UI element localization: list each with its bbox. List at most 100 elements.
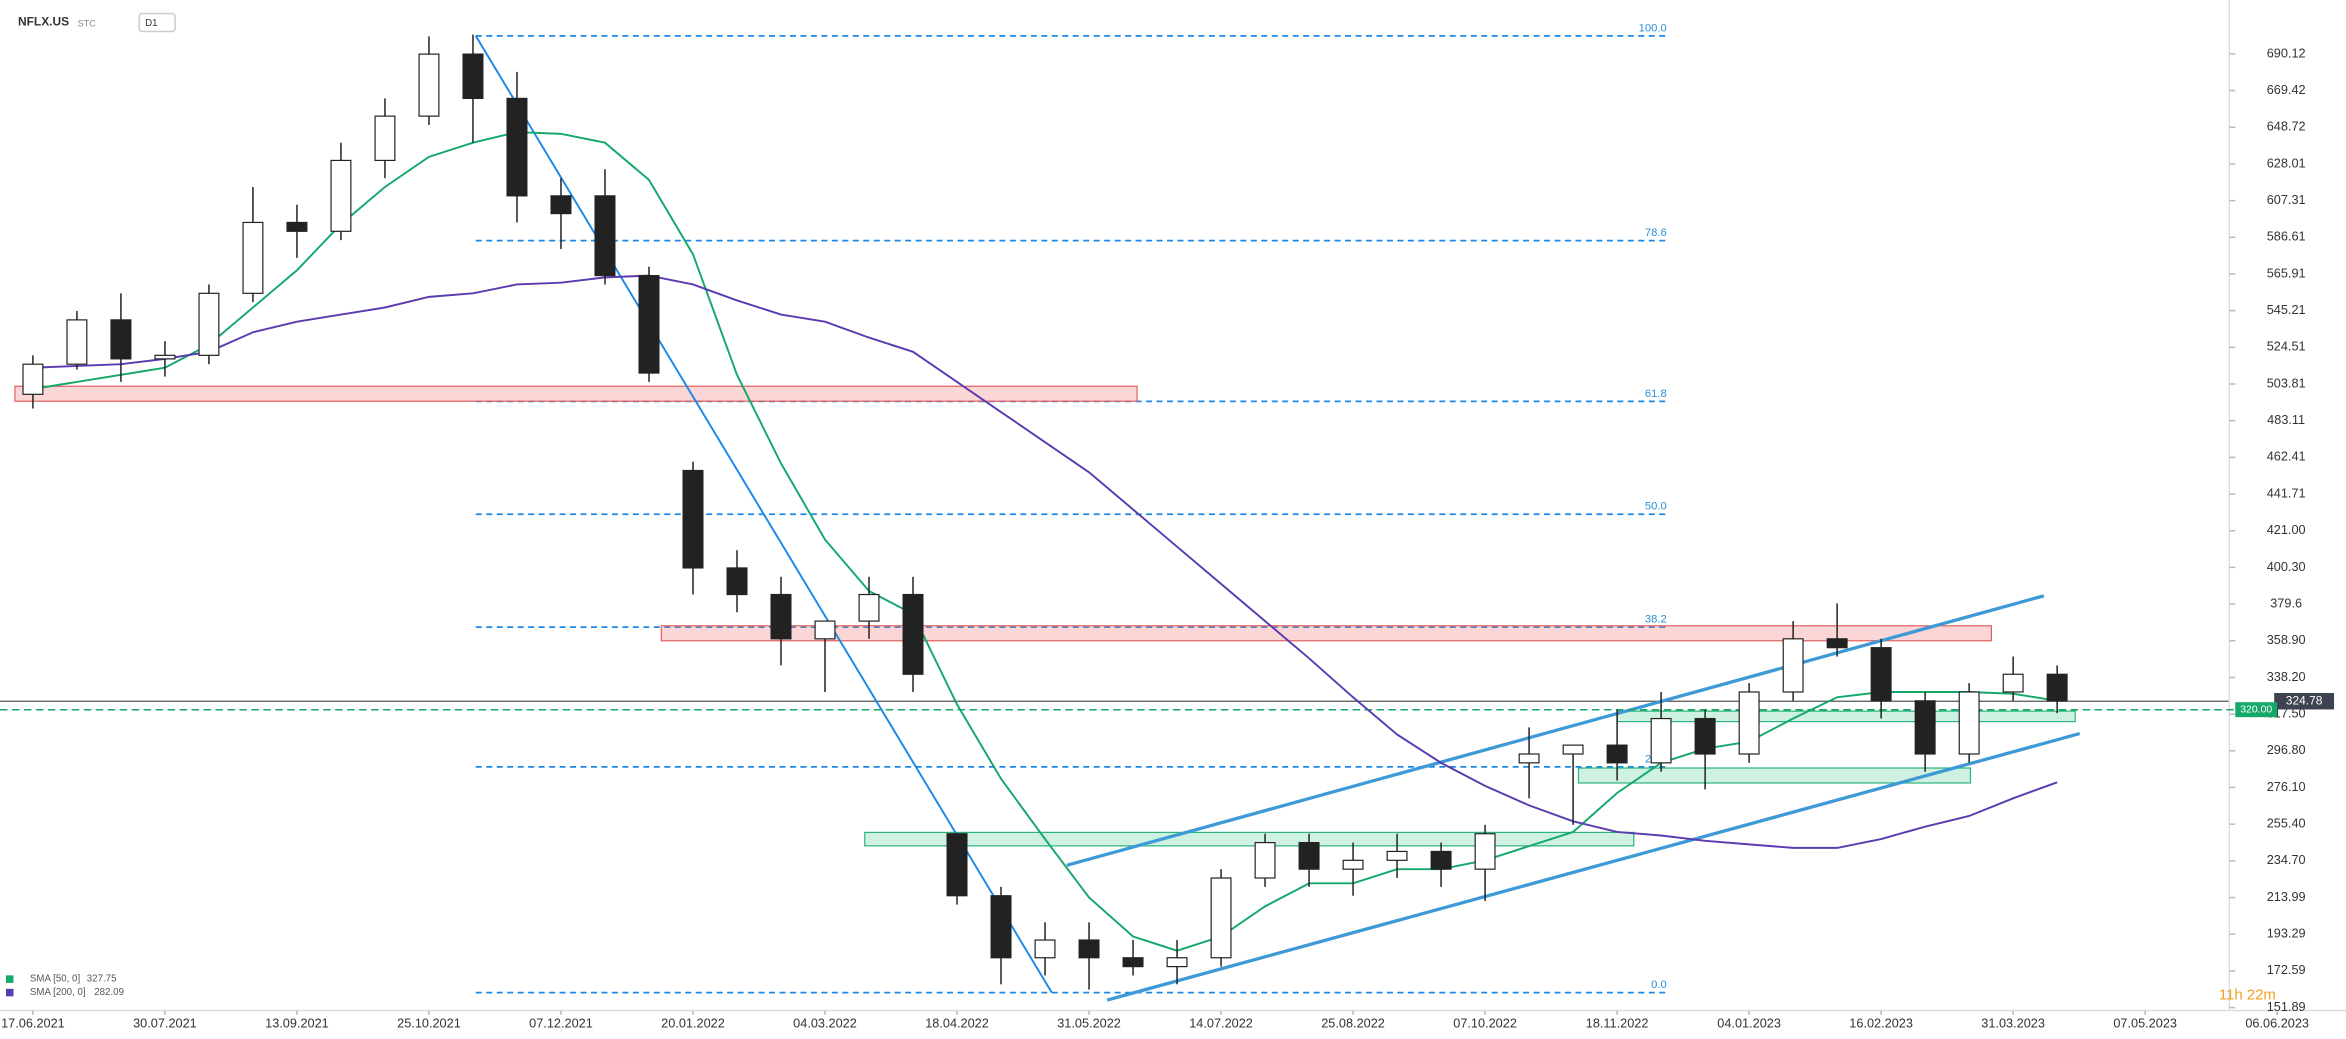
- candle-body: [1958, 691, 1980, 755]
- x-tick-label: 30.07.2021: [133, 1015, 197, 1030]
- candle-body: [726, 567, 748, 596]
- y-tick-label: 172.59: [2267, 962, 2306, 977]
- interval[interactable]: D1: [145, 18, 157, 29]
- market[interactable]: STC: [78, 18, 96, 28]
- candle-body: [1694, 717, 1716, 755]
- y-tick-label: 503.81: [2267, 375, 2306, 390]
- x-tick-label: 07.10.2022: [1453, 1015, 1517, 1030]
- y-tick-label: 565.91: [2267, 265, 2306, 280]
- y-tick-label: 462.41: [2267, 449, 2306, 464]
- candle-body: [154, 354, 176, 360]
- candle-body: [330, 159, 352, 232]
- candle-body: [1298, 841, 1320, 870]
- zones: [14, 385, 2076, 847]
- legend-value: 327.75: [87, 974, 117, 985]
- support-zone: [1577, 767, 1972, 784]
- x-tick-label: 04.03.2022: [793, 1015, 857, 1030]
- candle-body: [374, 115, 396, 162]
- candle-body: [1870, 647, 1892, 702]
- candle-body: [462, 53, 484, 100]
- trendlines: [474, 35, 2081, 1002]
- fib-label: 38.2: [1645, 614, 1667, 626]
- candle-body: [1606, 744, 1628, 764]
- candle-body: [242, 221, 264, 294]
- y-tick-label: 296.80: [2267, 742, 2306, 757]
- candle-body: [594, 195, 616, 277]
- y-tick-label: 607.31: [2267, 192, 2306, 207]
- candle-body: [1430, 850, 1452, 870]
- last-price-tag: [2274, 692, 2335, 710]
- x-tick-label: 20.01.2022: [661, 1015, 725, 1030]
- candle-body: [1826, 638, 1848, 649]
- candle-body: [1518, 753, 1540, 764]
- interval-box[interactable]: [138, 12, 176, 33]
- candle-body: [1738, 691, 1760, 755]
- candle-body: [1078, 939, 1100, 959]
- y-tick-label: 628.01: [2267, 155, 2306, 170]
- sma-line: [32, 274, 2058, 849]
- candle-body: [1166, 957, 1188, 968]
- y-tick-label: 358.90: [2267, 632, 2306, 647]
- candle-body: [638, 274, 660, 374]
- grid-layer: [0, 34, 2230, 994]
- y-tick-label: 441.71: [2267, 485, 2306, 500]
- x-tick-label: 31.03.2023: [1981, 1015, 2045, 1030]
- y-tick-label: 545.21: [2267, 302, 2306, 317]
- x-tick-label: 18.11.2022: [1586, 1015, 1649, 1030]
- resistance-zone: [660, 625, 1993, 642]
- y-tick-label: 193.29: [2267, 926, 2306, 941]
- y-tick-label: 524.51: [2267, 339, 2306, 354]
- legend-value: 282.09: [94, 987, 124, 998]
- candle-body: [858, 593, 880, 622]
- candle-body: [682, 469, 704, 569]
- y-tick-label: 669.42: [2267, 82, 2306, 97]
- candle-body: [110, 319, 132, 360]
- candle-body: [1914, 700, 1936, 755]
- candle-body: [1650, 717, 1672, 764]
- legend-swatch: [5, 975, 14, 983]
- legend-name: SMA [200, 0]: [30, 987, 86, 998]
- support-zone: [1616, 710, 2076, 723]
- fib-label: 50.0: [1645, 501, 1667, 513]
- y-tick-label: 213.99: [2267, 889, 2306, 904]
- candle-body: [198, 292, 220, 356]
- candle-body: [550, 195, 572, 215]
- candle-body: [22, 363, 44, 395]
- y-tick-label: 648.72: [2267, 119, 2306, 134]
- sma-line: [32, 131, 2058, 952]
- candle-body: [1034, 939, 1056, 959]
- x-tick-label: 06.06.2023: [2245, 1015, 2309, 1030]
- y-tick-label: 151.89: [2267, 999, 2306, 1014]
- candle-body: [902, 593, 924, 675]
- candle-body: [946, 833, 968, 897]
- channel-lower: [1106, 731, 2081, 1002]
- x-tick-label: 14.07.2022: [1189, 1015, 1253, 1030]
- y-tick-label: 400.30: [2267, 559, 2306, 574]
- y-tick-label: 586.61: [2267, 229, 2306, 244]
- candle-body: [990, 895, 1012, 959]
- candle-body: [1210, 877, 1232, 959]
- candle-body: [1122, 957, 1144, 968]
- resistance-zone: [14, 385, 1138, 402]
- legend-swatch: [5, 988, 14, 997]
- x-tick-label: 07.05.2023: [2113, 1015, 2177, 1030]
- x-tick-label: 16.02.2023: [1849, 1015, 1913, 1030]
- candle-body: [1254, 841, 1276, 879]
- x-tick-label: 31.05.2022: [1057, 1015, 1121, 1030]
- candle-body: [1782, 638, 1804, 693]
- alert-label: 320.00: [2240, 704, 2272, 715]
- y-tick-label: 338.20: [2267, 669, 2306, 684]
- y-tick-label: 690.12: [2267, 45, 2306, 60]
- candle-body: [1562, 744, 1584, 755]
- x-tick-label: 13.09.2021: [265, 1015, 329, 1030]
- fib-label: 78.6: [1645, 227, 1667, 239]
- x-tick-label: 25.10.2021: [397, 1015, 461, 1030]
- symbol: NFLX.US: [18, 15, 69, 29]
- last-price-label: 324.78: [2286, 693, 2323, 707]
- candle-body: [1386, 850, 1408, 861]
- candle-body: [2002, 673, 2024, 693]
- candle-body: [814, 620, 836, 640]
- x-tick-label: 18.04.2022: [925, 1015, 989, 1030]
